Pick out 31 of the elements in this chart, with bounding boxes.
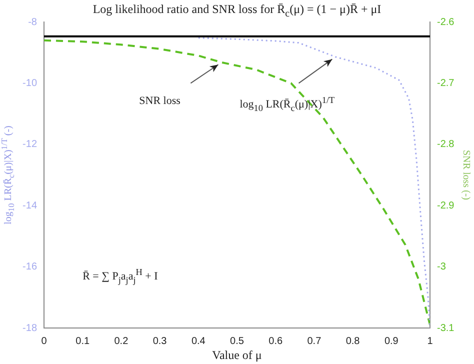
y-tick-label: -10 <box>22 78 38 89</box>
y-tick-label: -18 <box>22 322 38 334</box>
annotation: SNR loss <box>139 95 180 108</box>
y2-tick-label: -2.8 <box>437 139 455 150</box>
y2-tick-label: -2.6 <box>437 16 455 28</box>
x-tick-label: 0.4 <box>191 336 206 347</box>
x-tick-label: 1 <box>427 336 434 347</box>
chart-title: Log likelihood ratio and SNR loss for R̄$_{c}$(μ) = (1 − μ)R̄ + μI <box>92 2 382 20</box>
x-tick-label: 0.8 <box>346 336 360 347</box>
x-tick-label: 0.2 <box>114 336 129 347</box>
y2-tick-label: -2.7 <box>437 78 455 89</box>
y-tick-label: -16 <box>22 262 38 273</box>
x-tick-label: 0.6 <box>268 336 283 347</box>
line-series <box>44 39 430 326</box>
x-tick-label: 0.7 <box>307 336 322 347</box>
annotation: log$_{10}$ LR(R̄$_{c}$(μ)|X)$^{1/T}$ <box>240 95 335 114</box>
y2-tick-label: -3.1 <box>437 322 455 334</box>
y2-tick-label: -2.9 <box>437 200 455 212</box>
annotation: R̄ = ∑ P$_{j}$a$_{j}$a$_{j}$$^{H}$ + I <box>82 266 158 285</box>
y2-tick-label: -3 <box>437 262 446 273</box>
y-tick-label: -8 <box>28 16 38 28</box>
x-tick-label: 0 <box>41 336 48 347</box>
x-tick-label: 0.5 <box>230 336 244 347</box>
x-tick-label: 0.1 <box>76 336 90 347</box>
y-tick-label: -14 <box>22 200 38 212</box>
x-axis-title: Value of μ <box>211 348 263 363</box>
x-tick-label: 0.3 <box>152 336 168 347</box>
line-series <box>198 37 430 328</box>
x-tick-label: 0.9 <box>384 336 399 347</box>
y2-axis-title: SNR loss (-) <box>460 150 472 200</box>
y-tick-label: -12 <box>22 139 38 150</box>
